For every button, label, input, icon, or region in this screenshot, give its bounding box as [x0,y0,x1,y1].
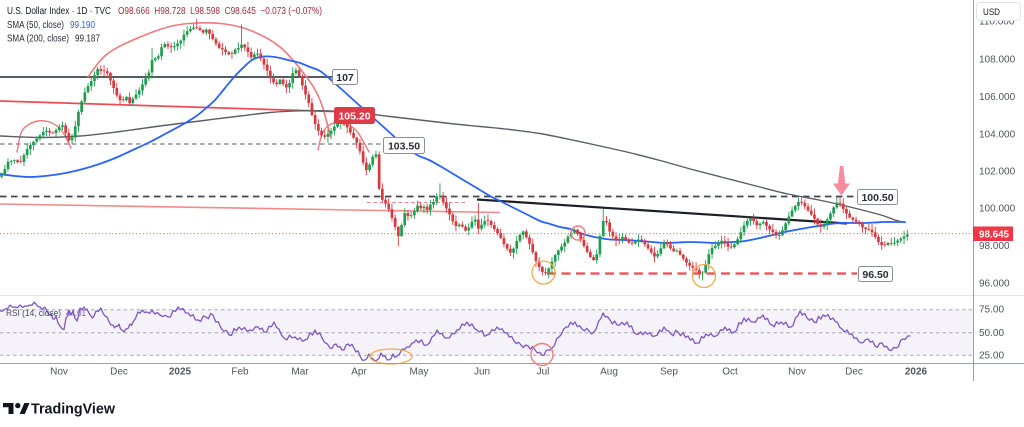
svg-text:98.000: 98.000 [979,241,1010,252]
svg-text:25.00: 25.00 [979,351,1004,362]
svg-text:2025: 2025 [169,367,192,378]
svg-text:RSI (14, close): RSI (14, close) [6,308,61,318]
svg-text:106.000: 106.000 [979,92,1016,103]
svg-text:105.20: 105.20 [338,110,370,122]
svg-text:SMA (50, close): SMA (50, close) [7,20,64,31]
svg-text:Dec: Dec [110,367,128,378]
svg-text:110.000: 110.000 [979,17,1015,28]
svg-text:Apr: Apr [351,367,367,378]
svg-text:Nov: Nov [788,367,806,378]
svg-text:Sep: Sep [660,367,678,378]
svg-text:75.00: 75.00 [979,305,1004,316]
svg-text:103.50: 103.50 [388,140,420,152]
svg-text:50.00: 50.00 [979,328,1004,339]
svg-text:98.645: 98.645 [979,230,1009,241]
svg-text:108.000: 108.000 [979,55,1016,66]
svg-text:Jun: Jun [474,367,490,378]
svg-text:99.190: 99.190 [70,20,95,31]
svg-text:Nov: Nov [50,367,68,378]
svg-text:USD: USD [983,7,1000,18]
svg-text:104.000: 104.000 [979,130,1016,141]
svg-text:May: May [410,367,429,378]
svg-text:100.000: 100.000 [979,204,1016,215]
svg-text:Dec: Dec [845,367,863,378]
svg-text:Mar: Mar [291,367,309,378]
svg-text:Feb: Feb [231,367,249,378]
svg-text:102.000: 102.000 [979,167,1016,178]
svg-text:Jul: Jul [537,367,550,378]
svg-text:96.000: 96.000 [979,279,1010,290]
svg-text:96.50: 96.50 [862,269,888,281]
svg-text:Aug: Aug [600,367,618,378]
svg-text:107: 107 [336,72,354,84]
svg-text:99.187: 99.187 [75,34,100,45]
svg-text:SMA (200, close): SMA (200, close) [7,34,69,45]
svg-text:Oct: Oct [722,367,738,378]
svg-text:44.01: 44.01 [66,308,86,318]
svg-text:2026: 2026 [905,367,928,378]
svg-text:TradingView: TradingView [31,402,116,418]
svg-text:U.S. Dollar Index · 1D · TVC: U.S. Dollar Index · 1D · TVC [7,6,111,17]
svg-text:O98.666 H98.728 L98.598 C98: O98.666 H98.728 L98.598 C98.645 −0.073 (… [118,6,322,17]
svg-text:100.50: 100.50 [861,192,893,204]
